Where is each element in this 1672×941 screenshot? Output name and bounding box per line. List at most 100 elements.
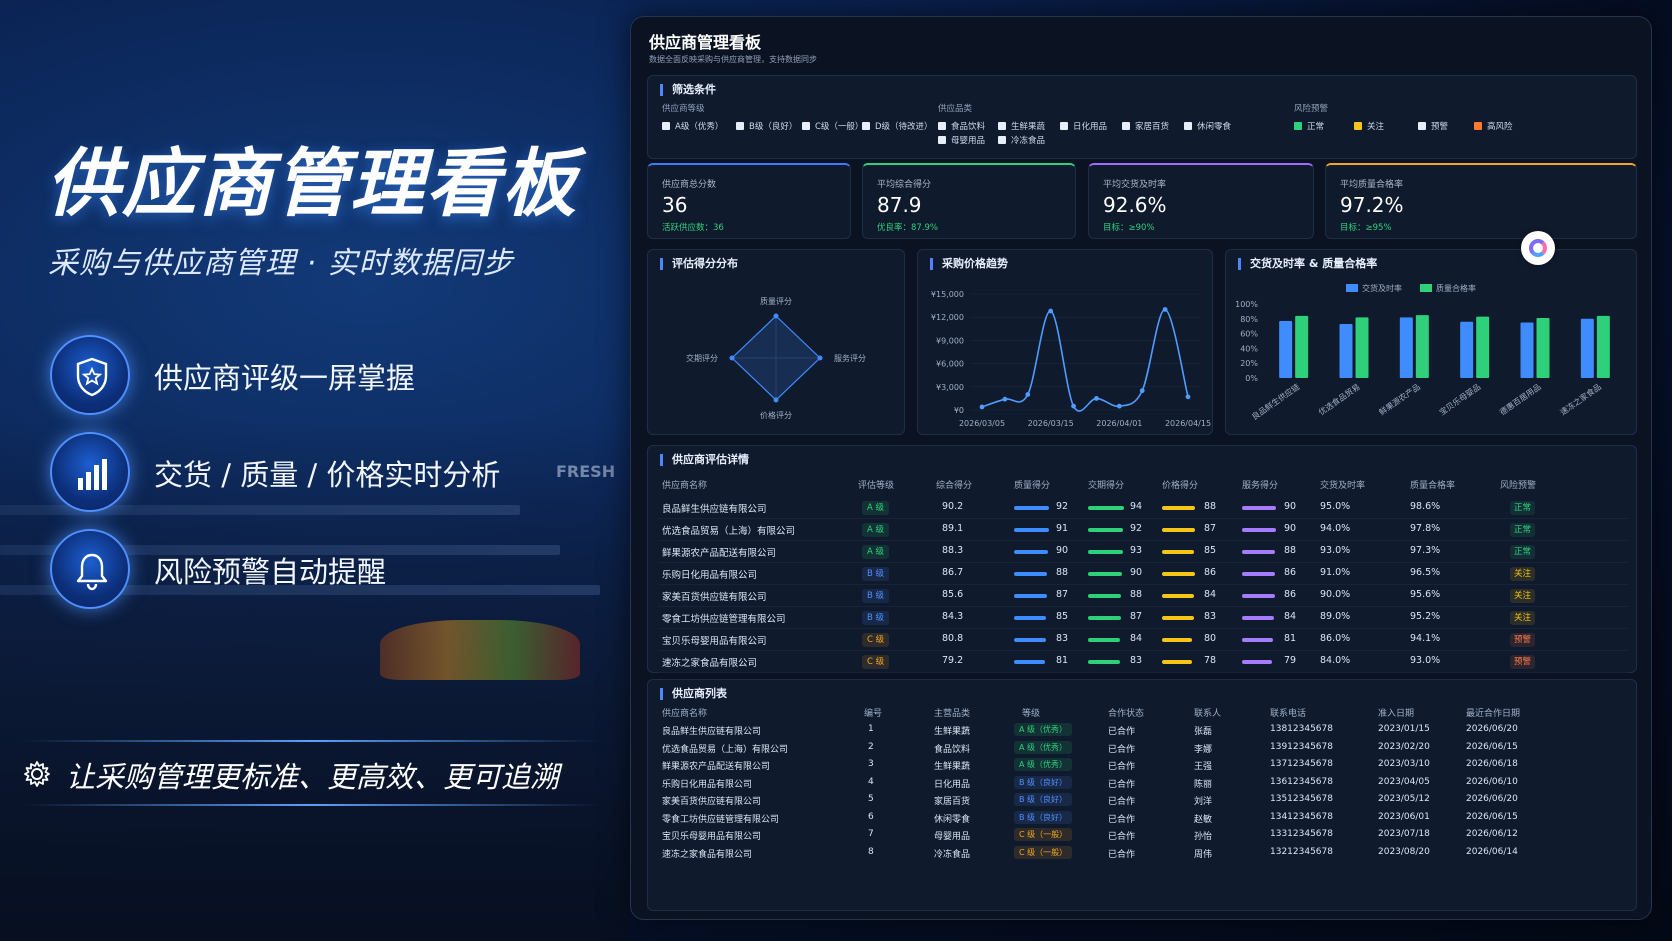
filter-checkbox-category[interactable]: 休闲零食	[1184, 120, 1231, 132]
supplier-name[interactable]: 鲜果源农产品配送有限公司	[662, 548, 777, 559]
ontime-rate: 84.0%	[1320, 655, 1351, 666]
filter-checkbox-category[interactable]: 日化用品	[1060, 120, 1107, 132]
kpi-value: 36	[662, 193, 688, 217]
risk-badge: 预警	[1510, 633, 1536, 647]
score-value: 84	[1204, 589, 1217, 600]
cooperation-status: 已合作	[1108, 779, 1136, 790]
y-tick-label: 40%	[1240, 344, 1258, 353]
grade-badge: A 级	[862, 545, 890, 559]
bar	[1476, 316, 1490, 378]
filter-checkbox-grade-a[interactable]: A级（优秀）	[662, 120, 723, 132]
y-tick-label: ¥0	[954, 406, 964, 415]
table-header: 质量合格率	[1410, 481, 1456, 491]
filter-checkbox-category[interactable]: 生鲜果蔬	[998, 120, 1045, 132]
table-header: 综合得分	[936, 481, 973, 491]
shield-star-icon	[76, 357, 108, 397]
score-value: 90	[1284, 501, 1297, 512]
store-sign: FRESH	[556, 462, 616, 481]
kpi-value: 92.6%	[1103, 193, 1167, 217]
score-bar	[1242, 638, 1273, 642]
supplier-name[interactable]: 乐购日化用品有限公司	[662, 779, 753, 790]
filter-checkbox-risk-high[interactable]: 高风险	[1474, 120, 1513, 132]
last-cooperation-date: 2026/06/15	[1466, 741, 1518, 752]
supplier-name[interactable]: 零食工坊供应链管理有限公司	[662, 814, 780, 825]
contact-phone: 13312345678	[1270, 829, 1333, 839]
filter-checkbox-grade-b[interactable]: B级（良好）	[736, 120, 797, 132]
last-cooperation-date: 2026/06/14	[1466, 846, 1518, 857]
join-date: 2023/06/01	[1378, 811, 1430, 822]
legend-swatch	[1420, 284, 1432, 292]
score-bar	[1242, 506, 1276, 510]
filter-checkbox-category[interactable]: 冷冻食品	[998, 134, 1045, 146]
radar-chart: 质量评分 服务评分 价格评分 交期评分	[686, 296, 866, 420]
score-bar	[1242, 660, 1272, 664]
supplier-name[interactable]: 良品鲜生供应链有限公司	[662, 504, 767, 515]
table-header: 等级	[1022, 709, 1041, 719]
evaluation-table-panel: 供应商评估详情 供应商名称 评估等级 综合得分 质量得分 交期得分 价格得分 服务得分 交货及…	[647, 445, 1637, 673]
supplier-name[interactable]: 速冻之家食品有限公司	[662, 658, 758, 669]
kpi-subtext: 优良率：87.9%	[877, 223, 939, 233]
supplier-name[interactable]: 优选食品贸易（上海）有限公司	[662, 526, 796, 537]
grade-badge: A 级	[862, 501, 890, 515]
score-bar	[1162, 616, 1194, 620]
bar	[1460, 321, 1474, 378]
supplier-name[interactable]: 零食工坊供应链管理有限公司	[662, 614, 786, 625]
supplier-name[interactable]: 家美百货供应链有限公司	[662, 797, 762, 807]
risk-badge: 关注	[1510, 611, 1536, 625]
filter-checkbox-category[interactable]: 母婴用品	[938, 134, 985, 146]
filter-checkbox-grade-c[interactable]: C级（一般）	[802, 120, 863, 132]
score-value: 84	[1130, 633, 1143, 644]
supplier-name[interactable]: 速冻之家食品有限公司	[662, 849, 753, 860]
table-header: 主营品类	[934, 709, 971, 719]
ontime-rate: 89.0%	[1320, 611, 1351, 622]
supplier-name[interactable]: 优选食品贸易（上海）有限公司	[662, 744, 789, 755]
kpi-label: 平均质量合格率	[1340, 180, 1404, 190]
bar	[1536, 318, 1550, 378]
x-tick-label: 2026/03/15	[1028, 419, 1074, 428]
filter-label: 供应品类	[938, 104, 973, 114]
shelf-decoration	[0, 545, 560, 555]
supplier-name[interactable]: 家美百货供应链有限公司	[662, 592, 767, 603]
panel-title: 评估得分分布	[660, 258, 738, 270]
data-point	[1071, 403, 1076, 409]
score-bar	[1014, 572, 1047, 576]
feature-icon-ring	[50, 432, 130, 512]
filter-checkbox-risk-warning[interactable]: 预警	[1418, 120, 1448, 132]
filter-checkbox-risk-watch[interactable]: 关注	[1354, 120, 1384, 132]
panel-title: 采购价格趋势	[930, 258, 1008, 270]
kpi-card: 平均综合得分 87.9 优良率：87.9%	[862, 163, 1076, 239]
dashboard-window: 供应商管理看板 数据全面反映采购与供应商管理，支持数据同步 筛选条件 供应商等级…	[630, 16, 1652, 920]
feature-item: 交货 / 质量 / 价格实时分析	[50, 432, 590, 512]
radar-axis-label: 价格评分	[760, 410, 792, 420]
filter-checkbox-category[interactable]: 家居百货	[1122, 120, 1169, 132]
contact-name: 周伟	[1194, 849, 1213, 860]
grade-badge: C 级（一般）	[1014, 845, 1073, 859]
score-value: 87	[1130, 611, 1143, 622]
main-category: 生鲜果蔬	[934, 727, 971, 737]
y-tick-label: 80%	[1240, 315, 1258, 324]
main-category: 休闲零食	[934, 814, 971, 825]
filter-checkbox-grade-d[interactable]: D级（待改进）	[862, 120, 933, 132]
contact-name: 陈丽	[1194, 779, 1213, 790]
kpi-value: 87.9	[877, 193, 922, 217]
assistant-avatar[interactable]	[1521, 231, 1555, 265]
radar-point	[729, 355, 735, 361]
bar	[1596, 315, 1610, 378]
score-bar	[1242, 550, 1275, 554]
supplier-name[interactable]: 宝贝乐母婴用品有限公司	[662, 832, 762, 842]
price-trend-panel: 采购价格趋势 ¥0 ¥3,000 ¥6,000 ¥9,000 ¥12,000 ¥15,00…	[917, 249, 1213, 435]
score-bar	[1014, 660, 1045, 664]
contact-phone: 13212345678	[1270, 846, 1333, 857]
score-value: 84	[1284, 611, 1297, 622]
filter-checkbox-category[interactable]: 食品饮料	[938, 120, 985, 132]
kpi-subtext: 活跃供应数：36	[662, 223, 724, 233]
filter-checkbox-risk-normal[interactable]: 正常	[1294, 120, 1324, 132]
supplier-name[interactable]: 宝贝乐母婴用品有限公司	[662, 636, 767, 647]
supplier-name[interactable]: 良品鲜生供应链有限公司	[662, 727, 762, 737]
legend-swatch	[1346, 284, 1358, 292]
data-point	[979, 404, 985, 410]
supplier-name[interactable]: 鲜果源农产品配送有限公司	[662, 762, 771, 772]
supplier-name[interactable]: 乐购日化用品有限公司	[662, 570, 758, 581]
risk-badge: 关注	[1510, 589, 1536, 603]
join-date: 2023/05/12	[1378, 794, 1430, 804]
